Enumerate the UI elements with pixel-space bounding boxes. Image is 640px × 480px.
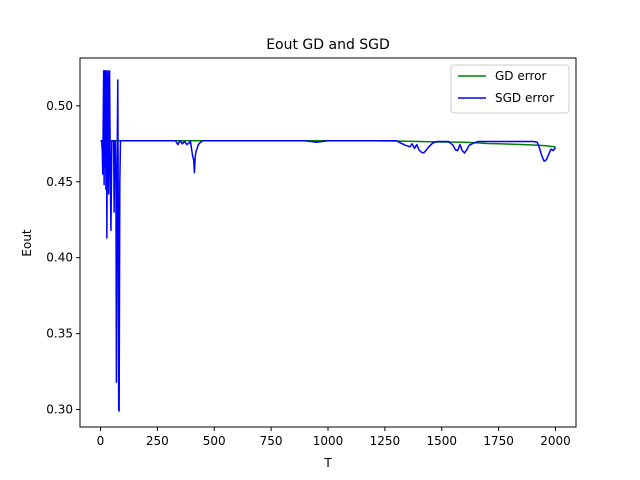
x-tick-label: 750	[260, 434, 283, 448]
x-axis-label: T	[323, 456, 332, 470]
y-tick-label: 0.45	[46, 175, 73, 189]
x-tick-label: 1750	[483, 434, 514, 448]
legend-box	[450, 64, 570, 114]
x-tick-label: 2000	[540, 434, 571, 448]
legend: GD error SGD error	[450, 64, 570, 114]
x-axis-ticks: 0 250 500 750 1000 1250 1500 1750 2000	[97, 427, 571, 448]
legend-label-sgd: SGD error	[495, 91, 554, 105]
plot-lines	[100, 70, 557, 412]
x-tick-label: 500	[203, 434, 226, 448]
x-tick-label: 1500	[426, 434, 457, 448]
x-tick-label: 250	[146, 434, 169, 448]
x-tick-label: 1000	[313, 434, 344, 448]
x-tick-label: 0	[97, 434, 105, 448]
y-tick-label: 0.50	[46, 99, 73, 113]
x-tick-label: 1250	[370, 434, 401, 448]
y-axis-ticks: 0.30 0.35 0.40 0.45 0.50	[46, 99, 80, 417]
y-axis-label: Eout	[20, 229, 34, 257]
y-tick-label: 0.35	[46, 327, 73, 341]
y-tick-label: 0.30	[46, 403, 73, 417]
y-tick-label: 0.40	[46, 251, 73, 265]
legend-label-gd: GD error	[495, 69, 546, 83]
chart-title: Eout GD and SGD	[266, 37, 390, 53]
series-line-sgd	[100, 70, 557, 412]
